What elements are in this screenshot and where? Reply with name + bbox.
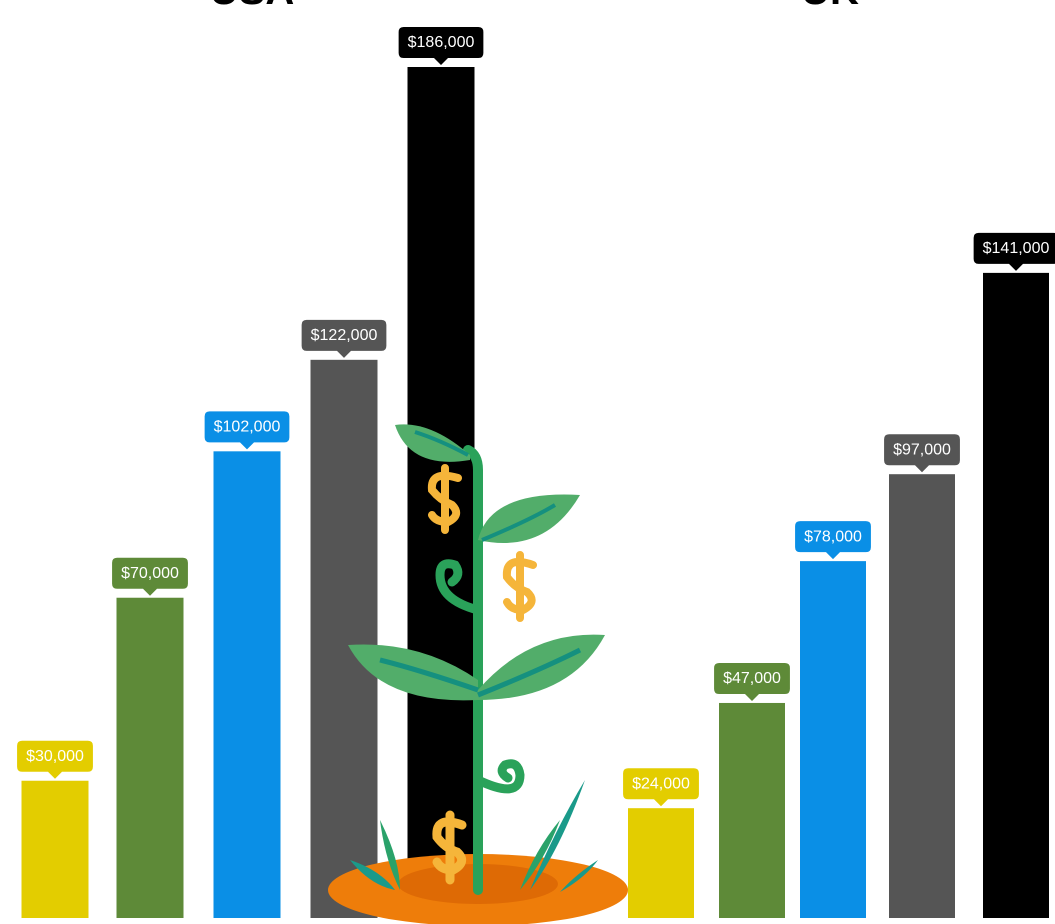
bar xyxy=(116,597,184,918)
value-label-box xyxy=(795,521,871,560)
value-label-box xyxy=(973,232,1055,271)
value-label-text: $141,000 xyxy=(983,240,1050,257)
value-label: $24,000 xyxy=(623,768,699,807)
value-label-text: $30,000 xyxy=(26,748,84,765)
value-label: $30,000 xyxy=(17,740,93,779)
bar xyxy=(719,702,785,918)
value-label-text: $102,000 xyxy=(214,419,281,436)
value-label-text: $97,000 xyxy=(893,441,951,458)
value-label-box xyxy=(301,319,387,358)
value-label-box xyxy=(17,740,93,779)
bar xyxy=(213,451,281,918)
value-label-box xyxy=(884,434,960,473)
value-label: $122,000 xyxy=(301,319,387,358)
value-label: $97,000 xyxy=(884,434,960,473)
bar xyxy=(628,808,694,918)
chart-title: UK xyxy=(801,0,859,13)
bar xyxy=(21,780,89,918)
value-label-box xyxy=(398,27,484,65)
bars: $30,000 $70,000 $102,000 $122,000 $186,000 $2… xyxy=(17,27,1055,918)
value-label-text: $186,000 xyxy=(408,34,475,51)
bar xyxy=(800,561,866,918)
value-label-box xyxy=(623,768,699,807)
value-label: $102,000 xyxy=(204,411,290,450)
value-label-box xyxy=(204,411,290,450)
value-label: $141,000 xyxy=(973,232,1055,271)
value-label: $186,000 xyxy=(398,27,484,65)
value-label-text: $47,000 xyxy=(723,670,781,687)
value-label: $70,000 xyxy=(112,557,188,596)
value-label-text: $24,000 xyxy=(632,775,690,792)
bar xyxy=(310,359,378,918)
chart-title: USA xyxy=(210,0,294,13)
value-label: $78,000 xyxy=(795,521,871,560)
bar xyxy=(889,474,955,918)
value-label-text: $70,000 xyxy=(121,565,179,582)
value-label-box xyxy=(714,662,790,701)
bar xyxy=(983,272,1049,918)
value-label-text: $122,000 xyxy=(311,327,378,344)
value-label-text: $78,000 xyxy=(804,528,862,545)
value-label-box xyxy=(112,557,188,596)
value-label: $47,000 xyxy=(714,662,790,701)
plant-illustration xyxy=(328,424,628,924)
